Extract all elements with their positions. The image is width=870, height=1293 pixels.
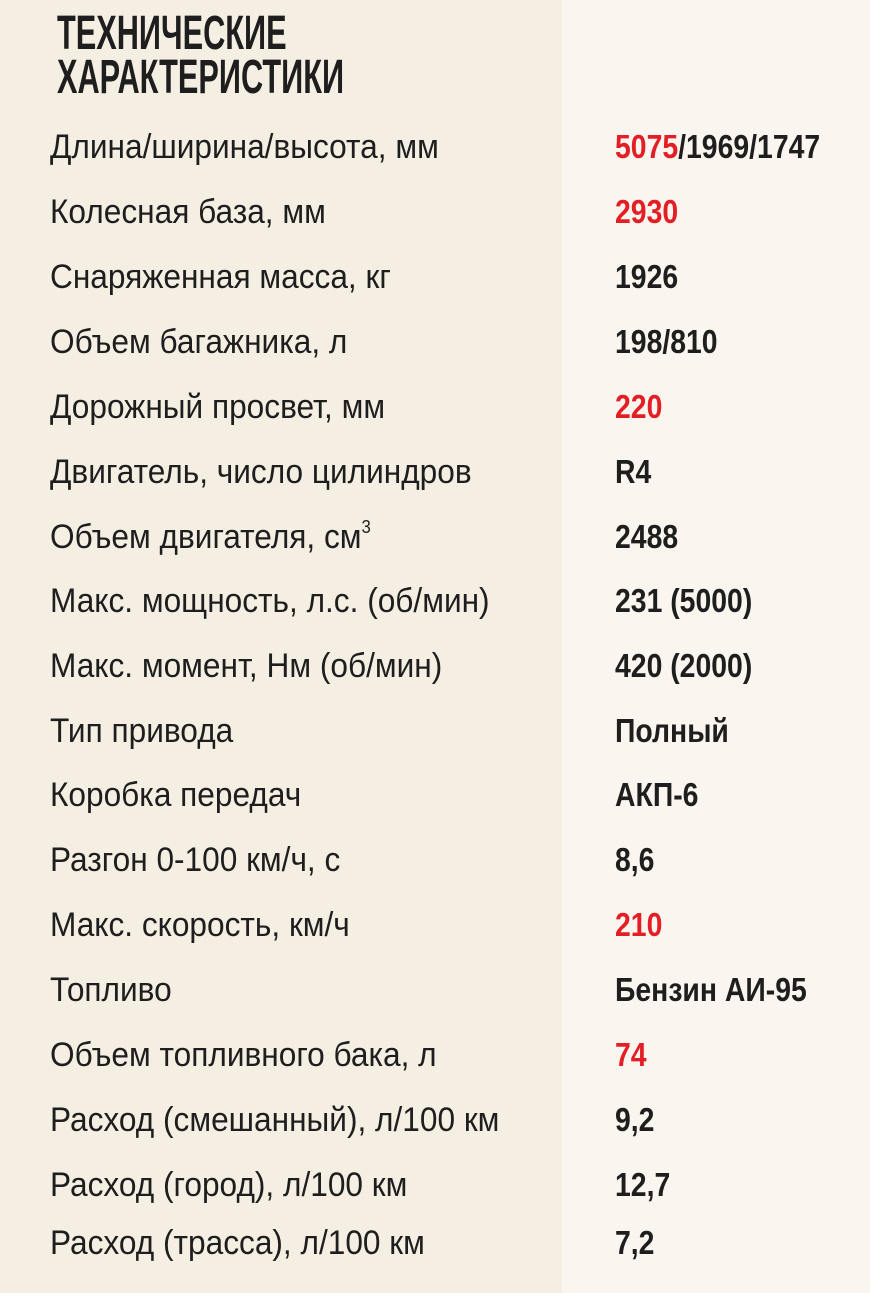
- spec-row: Расход (смешанный), л/100 км 9,2: [0, 1095, 870, 1145]
- spec-row: Объем топливного бака, л 74: [0, 1030, 870, 1080]
- superscript: 3: [361, 517, 371, 537]
- spec-value: 5075/1969/1747: [615, 122, 820, 172]
- spec-row: Двигатель, число цилиндров R4: [0, 447, 870, 497]
- spec-label: Объем двигателя, см3: [50, 517, 371, 556]
- spec-label: Коробка передач: [50, 776, 302, 814]
- spec-row: Макс. момент, Нм (об/мин) 420 (2000): [0, 641, 870, 691]
- spec-label: Макс. мощность, л.с. (об/мин): [50, 582, 490, 620]
- spec-row: Макс. мощность, л.с. (об/мин) 231 (5000): [0, 576, 870, 626]
- spec-value: Полный: [615, 706, 729, 756]
- spec-value: 74: [615, 1030, 647, 1080]
- spec-value-highlight: 5075: [615, 128, 679, 165]
- spec-value-highlight: 74: [615, 1036, 647, 1073]
- spec-value-text: Бензин АИ-95: [615, 971, 807, 1008]
- spec-row: Коробка передач АКП-6: [0, 770, 870, 820]
- spec-value-highlight: 210: [615, 906, 663, 943]
- title-line-2: ХАРАКТЕРИСТИКИ: [57, 51, 345, 104]
- spec-value: 12,7: [615, 1160, 670, 1210]
- spec-label: Макс. момент, Нм (об/мин): [50, 647, 443, 685]
- spec-label: Колесная база, мм: [50, 193, 326, 231]
- spec-value: 7,2: [615, 1218, 654, 1268]
- spec-row: Длина/ширина/высота, мм 5075/1969/1747: [0, 122, 870, 172]
- spec-row: Дорожный просвет, мм 220: [0, 382, 870, 432]
- spec-value-highlight: 220: [615, 388, 663, 425]
- spec-value-text: 231 (5000): [615, 582, 753, 619]
- spec-value-text: 12,7: [615, 1166, 671, 1203]
- spec-row: Колесная база, мм 2930: [0, 187, 870, 237]
- spec-value-text: АКП-6: [615, 776, 699, 813]
- spec-label: Снаряженная масса, кг: [50, 258, 391, 296]
- spec-value: 220: [615, 382, 662, 432]
- spec-value-text: /1969/1747: [678, 128, 821, 165]
- spec-value-highlight: 2930: [615, 193, 679, 230]
- spec-value: R4: [615, 447, 651, 497]
- spec-value: 9,2: [615, 1095, 654, 1145]
- spec-value: 8,6: [615, 835, 654, 885]
- spec-label: Макс. скорость, км/ч: [50, 906, 350, 944]
- spec-row: Макс. скорость, км/ч 210: [0, 900, 870, 950]
- spec-label: Разгон 0-100 км/ч, с: [50, 841, 341, 879]
- spec-value-text: R4: [615, 453, 652, 490]
- spec-value-text: 2488: [615, 518, 679, 555]
- spec-value: 2488: [615, 512, 678, 562]
- spec-label: Дорожный просвет, мм: [50, 388, 386, 426]
- spec-value: 198/810: [615, 317, 718, 367]
- spec-value-text: 1926: [615, 258, 679, 295]
- spec-value: 1926: [615, 252, 678, 302]
- spec-value: 420 (2000): [615, 641, 752, 691]
- spec-label: Двигатель, число цилиндров: [50, 453, 472, 491]
- spec-value-text: 8,6: [615, 841, 655, 878]
- spec-value-text: 9,2: [615, 1101, 655, 1138]
- spec-label: Расход (город), л/100 км: [50, 1166, 408, 1204]
- spec-value: Бензин АИ-95: [615, 965, 807, 1015]
- spec-value-text: 420 (2000): [615, 647, 753, 684]
- spec-row: Топливо Бензин АИ-95: [0, 965, 870, 1015]
- spec-value-text: Полный: [615, 712, 729, 749]
- spec-value: 2930: [615, 187, 678, 237]
- spec-label: Длина/ширина/высота, мм: [50, 128, 439, 166]
- spec-value-text: 198/810: [615, 323, 718, 360]
- spec-label: Объем топливного бака, л: [50, 1036, 437, 1074]
- spec-value: 210: [615, 900, 662, 950]
- spec-row: Объем багажника, л 198/810: [0, 317, 870, 367]
- spec-value: 231 (5000): [615, 576, 752, 626]
- value-column-background: [562, 0, 870, 1293]
- spec-label: Расход (трасса), л/100 км: [50, 1224, 425, 1262]
- spec-row: Расход (трасса), л/100 км 7,2: [0, 1218, 870, 1268]
- spec-label: Расход (смешанный), л/100 км: [50, 1101, 500, 1139]
- spec-value-text: 7,2: [615, 1224, 655, 1261]
- spec-value: АКП-6: [615, 770, 698, 820]
- spec-label: Топливо: [50, 971, 172, 1009]
- spec-row: Тип привода Полный: [0, 706, 870, 756]
- spec-row: Объем двигателя, см3 2488: [0, 512, 870, 562]
- spec-row: Снаряженная масса, кг 1926: [0, 252, 870, 302]
- spec-row: Расход (город), л/100 км 12,7: [0, 1160, 870, 1210]
- title-line-1: ТЕХНИЧЕСКИЕ: [57, 7, 287, 60]
- spec-label: Тип привода: [50, 712, 234, 750]
- page-title: ТЕХНИЧЕСКИЕ ХАРАКТЕРИСТИКИ: [57, 7, 345, 104]
- spec-row: Разгон 0-100 км/ч, с 8,6: [0, 835, 870, 885]
- spec-label: Объем багажника, л: [50, 323, 348, 361]
